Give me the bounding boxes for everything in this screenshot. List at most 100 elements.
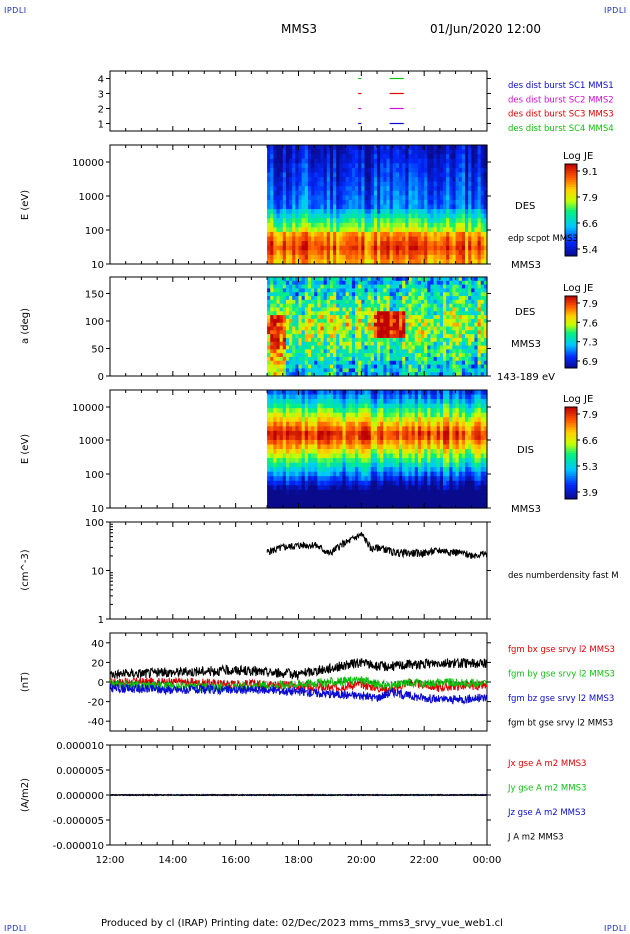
heatmap-cell — [471, 209, 476, 215]
heatmap-cell — [282, 337, 287, 343]
heatmap-cell — [377, 190, 381, 196]
heatmap-cell — [411, 149, 416, 155]
heatmap-cell — [304, 349, 309, 354]
heatmap-cell — [285, 408, 290, 414]
heatmap-cell — [358, 435, 362, 441]
heatmap-cell — [455, 360, 460, 366]
heatmap-cell — [307, 412, 312, 418]
heatmap-cell — [421, 218, 425, 224]
heatmap-cell — [304, 435, 309, 441]
heatmap-cell — [273, 236, 278, 242]
heatmap-cell — [421, 330, 425, 335]
heatmap-cell — [267, 458, 271, 464]
heatmap-cell — [295, 204, 300, 210]
heatmap-cell — [433, 307, 438, 312]
heatmap-cell — [433, 227, 438, 233]
heatmap-cell — [465, 311, 469, 316]
heatmap-cell — [405, 368, 410, 373]
heatmap-cell — [377, 307, 381, 312]
heatmap-cell — [373, 503, 378, 509]
heatmap-cell — [417, 222, 422, 228]
heatmap-cell — [267, 356, 271, 362]
heatmap-cell — [345, 444, 350, 450]
heatmap-cell — [307, 303, 312, 309]
heatmap-cell — [421, 209, 425, 215]
heatmap-cell — [461, 199, 466, 206]
heatmap-cell — [421, 259, 425, 265]
heatmap-cell — [364, 421, 369, 427]
heatmap-cell — [367, 190, 372, 196]
heatmap-cell — [285, 299, 290, 305]
heatmap-cell — [364, 172, 369, 178]
heatmap-cell — [279, 435, 284, 441]
heatmap-cell — [436, 334, 441, 339]
heatmap-cell — [474, 241, 479, 247]
heatmap-cell — [304, 241, 309, 247]
heatmap-cell — [270, 231, 274, 238]
heatmap-cell — [301, 337, 306, 343]
heatmap-cell — [395, 236, 400, 242]
heatmap-cell — [399, 259, 403, 265]
heatmap-cell — [317, 288, 322, 293]
heatmap-cell — [483, 311, 488, 316]
heatmap-cell — [386, 444, 391, 450]
heatmap-cell — [298, 467, 303, 473]
heatmap-cell — [405, 307, 410, 312]
heatmap-cell — [285, 186, 290, 192]
heatmap-cell — [282, 467, 287, 473]
heatmap-cell — [477, 364, 482, 369]
heatmap-cell — [298, 204, 303, 210]
heatmap-cell — [273, 330, 278, 335]
heatmap-cell — [279, 158, 284, 164]
heatmap-cell — [348, 315, 353, 320]
heatmap-cell — [477, 341, 482, 347]
heatmap-cell — [282, 311, 287, 316]
heatmap-cell — [480, 353, 485, 358]
heatmap-cell — [383, 458, 388, 464]
heatmap-cell — [333, 299, 337, 305]
heatmap-cell — [329, 399, 334, 405]
heatmap-cell — [307, 408, 312, 414]
heatmap-cell — [452, 145, 457, 151]
heatmap-cell — [329, 149, 334, 155]
heatmap-cell — [336, 349, 340, 354]
heatmap-cell — [458, 167, 463, 174]
heatmap-cell — [270, 315, 274, 320]
heatmap-cell — [377, 303, 381, 309]
heatmap-cell — [417, 303, 422, 309]
heatmap-cell — [389, 322, 394, 328]
heatmap-cell — [342, 307, 347, 312]
heatmap-cell — [424, 341, 428, 347]
heatmap-cell — [279, 394, 284, 400]
heatmap-cell — [446, 245, 450, 251]
heatmap-cell — [285, 177, 290, 183]
heatmap-cell — [417, 341, 422, 347]
heatmap-cell — [298, 231, 303, 238]
heatmap-cell — [317, 250, 322, 256]
heatmap-cell — [276, 480, 281, 486]
heatmap-cell — [367, 458, 372, 464]
heatmap-cell — [373, 250, 378, 256]
heatmap-cell — [298, 480, 303, 486]
heatmap-cell — [377, 158, 381, 164]
heatmap-cell — [468, 341, 472, 347]
heatmap-cell — [421, 222, 425, 228]
heatmap-cell — [289, 364, 293, 369]
heatmap-cell — [408, 145, 413, 151]
heatmap-cell — [414, 307, 419, 312]
heatmap-cell — [292, 394, 296, 400]
heatmap-cell — [452, 186, 457, 192]
heatmap-cell — [439, 209, 444, 215]
heatmap-cell — [427, 372, 432, 377]
heatmap-cell — [351, 163, 356, 169]
heatmap-cell — [449, 204, 454, 210]
heatmap-cell — [270, 485, 274, 491]
heatmap-cell — [295, 292, 300, 297]
heatmap-cell — [458, 181, 463, 187]
heatmap-cell — [427, 250, 432, 256]
heatmap-cell — [461, 311, 466, 316]
heatmap-cell — [333, 390, 337, 396]
heatmap-cell — [336, 390, 340, 396]
heatmap-cell — [351, 349, 356, 354]
heatmap-cell — [402, 154, 406, 160]
